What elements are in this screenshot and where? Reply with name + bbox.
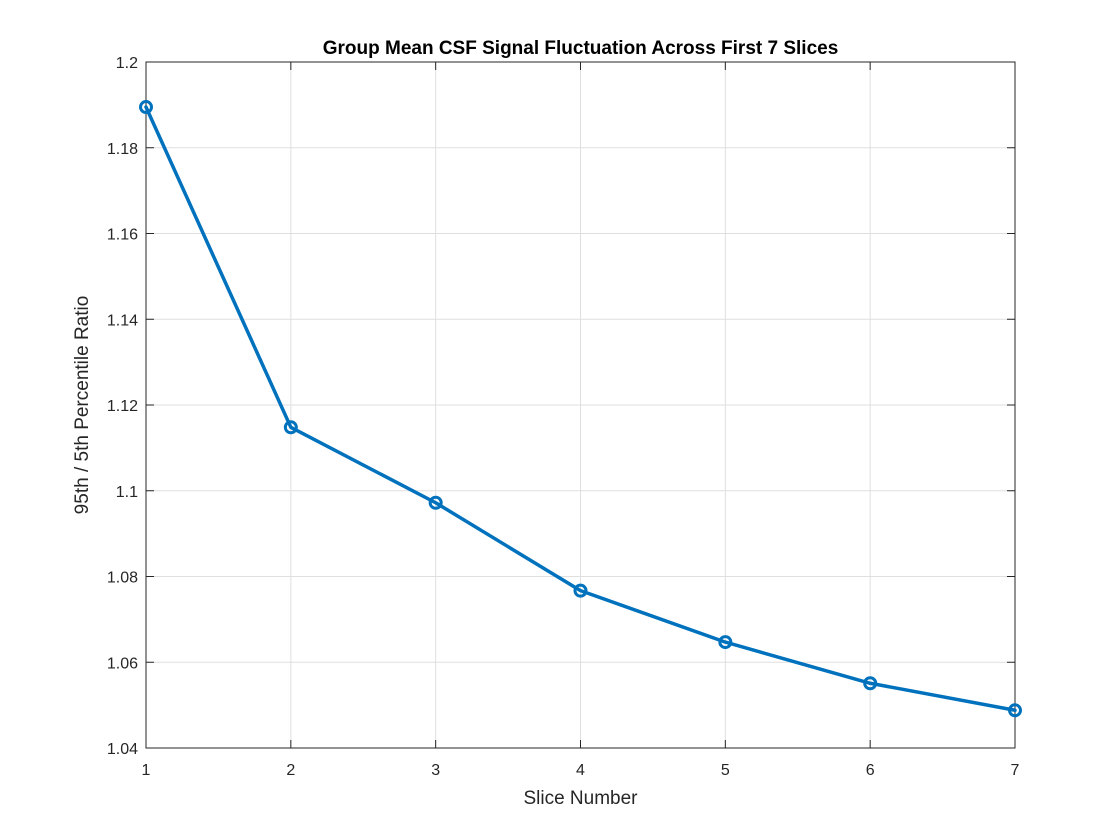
data-point-marker: [283, 420, 298, 435]
y-tick-label: 1.06: [107, 655, 138, 672]
x-tick-label: 5: [721, 762, 730, 779]
series-line: [144, 105, 1017, 713]
data-point-marker: [863, 676, 878, 691]
data-point-marker: [428, 495, 443, 510]
y-tick-label: 1.16: [107, 227, 138, 244]
y-tick-labels: 1.04 1.06 1.08 1.1 1.12 1.14 1.16 1.18 1.2: [107, 55, 138, 758]
x-tick-label: 6: [866, 762, 875, 779]
data-point-marker: [573, 583, 588, 598]
data-point-marker: [1008, 703, 1022, 718]
y-tick-label: 1.14: [107, 312, 138, 329]
series-group: [139, 100, 1022, 718]
x-axis-title: Slice Number: [523, 788, 638, 809]
tick-marks: [145, 61, 1016, 749]
y-tick-label: 1.1: [116, 484, 138, 501]
data-point-marker: [139, 100, 153, 115]
x-tick-label: 1: [142, 762, 151, 779]
x-tick-labels: 1 2 3 4 5 6 7: [142, 762, 1020, 779]
chart-title: Group Mean CSF Signal Fluctuation Across…: [323, 38, 839, 59]
y-tick-label: 1.08: [107, 570, 138, 587]
x-tick-label: 4: [576, 762, 585, 779]
data-point-marker: [718, 635, 733, 650]
y-tick-label: 1.2: [116, 55, 138, 72]
x-tick-label: 7: [1011, 762, 1020, 779]
x-tick-label: 2: [286, 762, 295, 779]
y-tick-label: 1.18: [107, 141, 138, 158]
y-axis-title: 95th / 5th Percentile Ratio: [72, 296, 93, 515]
y-tick-label: 1.04: [107, 741, 138, 758]
y-tick-label: 1.12: [107, 398, 138, 415]
x-tick-label: 3: [431, 762, 440, 779]
